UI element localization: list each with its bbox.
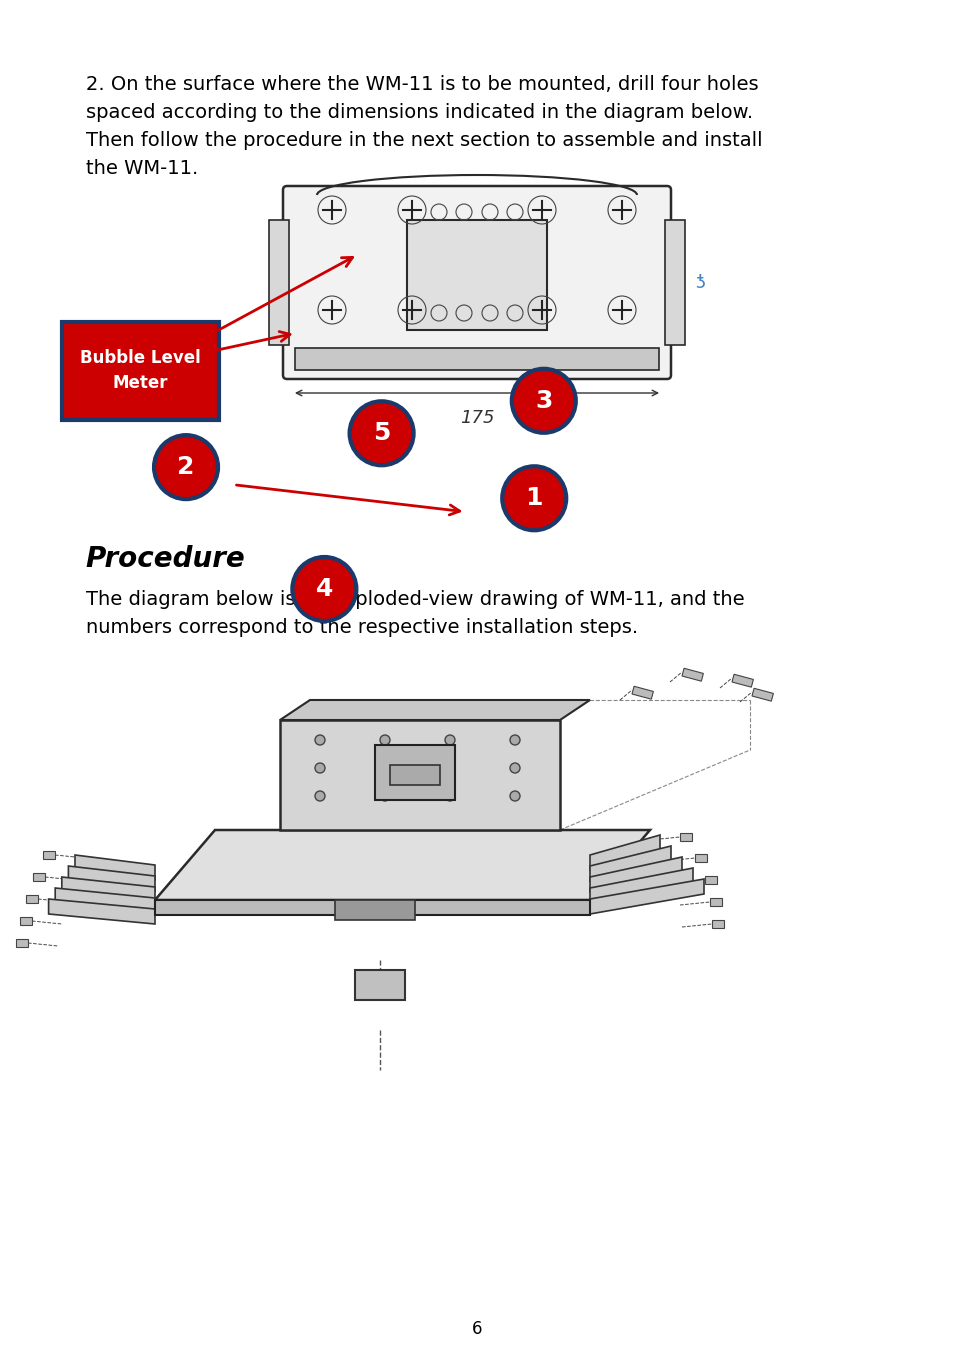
Bar (711, 919, 723, 927)
Circle shape (511, 368, 576, 433)
Bar (62, 322, 219, 420)
Text: 3: 3 (535, 389, 552, 413)
Polygon shape (154, 830, 649, 900)
Bar (294, 348, 659, 370)
Bar (26, 895, 38, 903)
Polygon shape (589, 835, 659, 871)
Circle shape (379, 791, 390, 802)
Polygon shape (589, 868, 692, 903)
Bar (355, 969, 405, 1001)
Bar (704, 876, 717, 884)
Bar (631, 686, 653, 699)
Text: spaced according to the dimensions indicated in the diagram below.: spaced according to the dimensions indic… (86, 103, 752, 122)
Circle shape (153, 435, 218, 500)
Text: 2. On the surface where the WM-11 is to be mounted, drill four holes: 2. On the surface where the WM-11 is to … (86, 74, 758, 93)
Bar (154, 900, 589, 915)
Circle shape (314, 735, 325, 745)
Text: Procedure: Procedure (86, 546, 245, 573)
Text: 5: 5 (373, 421, 390, 445)
Circle shape (510, 735, 519, 745)
Polygon shape (62, 877, 154, 902)
Bar (731, 674, 753, 688)
Polygon shape (55, 888, 154, 913)
Circle shape (379, 764, 390, 773)
Circle shape (510, 791, 519, 802)
Polygon shape (280, 700, 589, 720)
Bar (681, 669, 702, 681)
Bar (375, 745, 455, 800)
Bar (709, 898, 721, 906)
Circle shape (349, 401, 414, 466)
Text: 2: 2 (177, 455, 194, 479)
Bar (751, 688, 773, 701)
Text: ƾ: ƾ (695, 274, 704, 292)
Bar (33, 873, 45, 881)
Polygon shape (589, 846, 670, 881)
Bar (43, 852, 55, 858)
Text: 6: 6 (471, 1320, 482, 1338)
Text: numbers correspond to the respective installation steps.: numbers correspond to the respective ins… (86, 617, 638, 636)
Text: Then follow the procedure in the next section to assemble and install: Then follow the procedure in the next se… (86, 131, 761, 150)
Bar (679, 833, 691, 841)
Circle shape (510, 764, 519, 773)
Text: 175: 175 (459, 409, 494, 427)
Text: 1: 1 (525, 486, 542, 510)
Circle shape (501, 466, 566, 531)
Bar (390, 765, 439, 785)
Bar (16, 940, 28, 946)
Circle shape (314, 764, 325, 773)
Bar (664, 219, 684, 345)
Bar (269, 219, 289, 345)
Polygon shape (589, 879, 703, 914)
Polygon shape (69, 867, 154, 891)
Bar (695, 854, 706, 862)
Polygon shape (589, 857, 681, 892)
Text: 4: 4 (315, 577, 333, 601)
Text: The diagram below is an exploded-view drawing of WM-11, and the: The diagram below is an exploded-view dr… (86, 590, 743, 609)
Circle shape (379, 735, 390, 745)
Bar (335, 900, 415, 919)
Text: Bubble Level
Meter: Bubble Level Meter (80, 349, 201, 393)
Bar (20, 917, 32, 925)
Circle shape (444, 791, 455, 802)
Polygon shape (49, 899, 154, 923)
Bar (407, 219, 546, 330)
Text: the WM-11.: the WM-11. (86, 158, 198, 177)
Polygon shape (280, 720, 559, 830)
Circle shape (292, 556, 356, 621)
Circle shape (314, 791, 325, 802)
Polygon shape (75, 854, 154, 880)
Circle shape (444, 735, 455, 745)
FancyBboxPatch shape (283, 185, 670, 379)
Circle shape (444, 764, 455, 773)
